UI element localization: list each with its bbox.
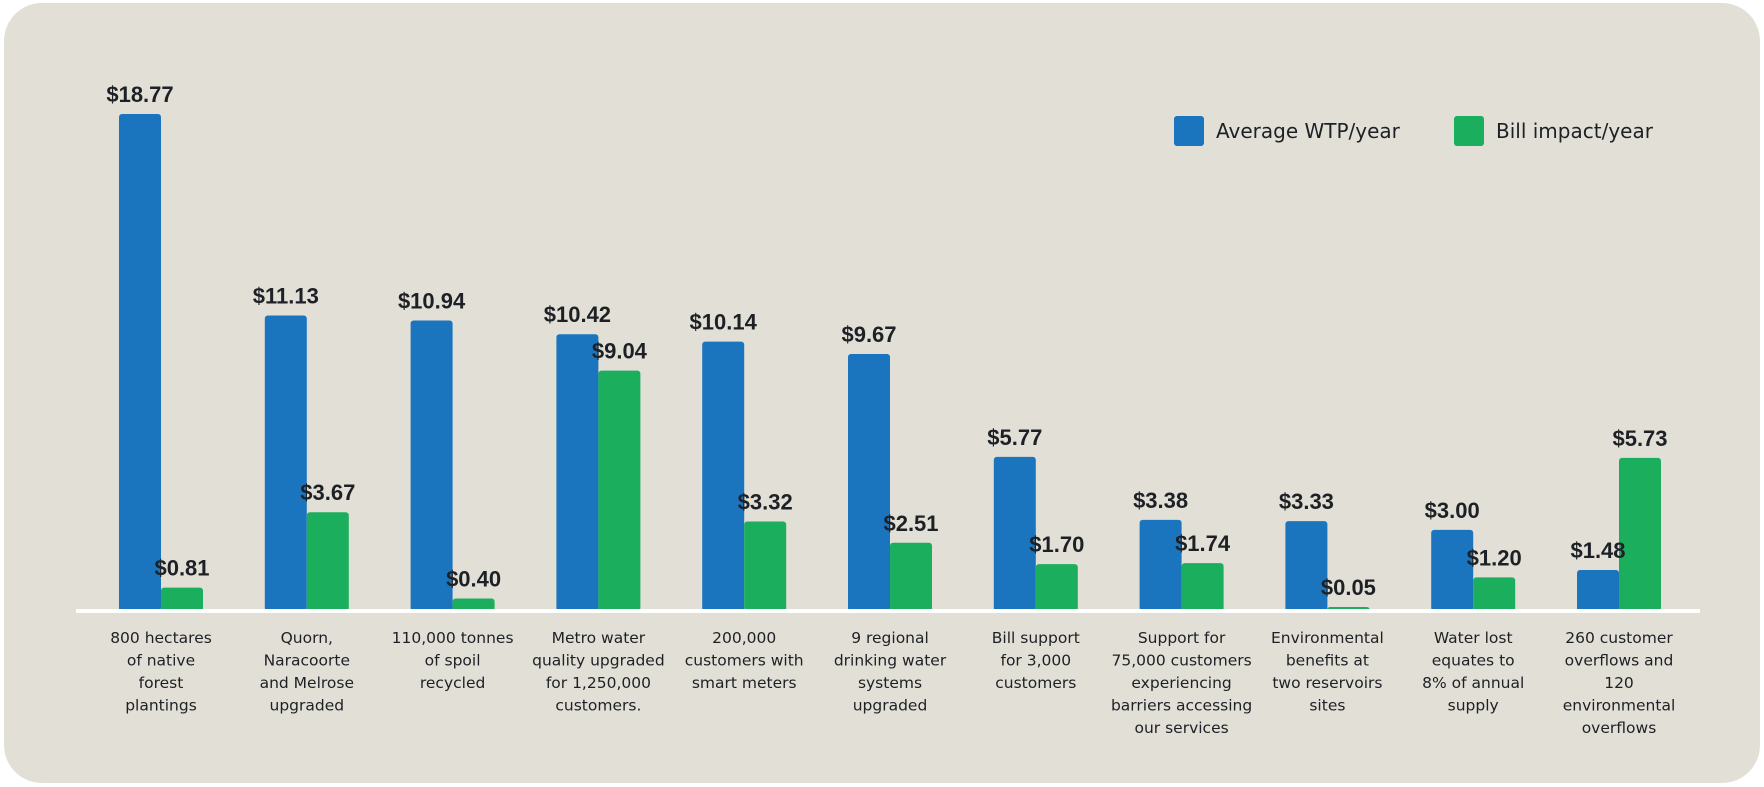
bar-wtp-7 [1139,519,1182,611]
category-labels-group: 800 hectares of native forest plantings Quor… [110,629,1675,737]
value-label-bill-8: $0.05 [1321,575,1376,600]
bar-bill-0 [161,587,203,611]
value-label-wtp-1: $11.13 [253,283,319,308]
bar-bill-2 [452,598,495,611]
category-label-0: 800 hectares of native forest plantings [110,629,212,715]
bar-bill-3 [598,370,641,611]
bar-wtp-2 [410,320,453,611]
bar-bill-4 [744,521,787,611]
value-label-wtp-0: $18.77 [106,82,173,107]
value-label-bill-7: $1.74 [1175,531,1231,556]
bar-wtp-4 [702,341,745,611]
category-label-7: Support for 75,000 customers experiencing b… [1111,629,1252,737]
value-label-bill-6: $1.70 [1029,532,1084,557]
bar-wtp-6 [993,456,1036,611]
category-label-2: 110,000 tonnes of spoil recycled [392,629,514,692]
category-label-3: Metro water quality upgraded for 1,250,000… [532,629,665,715]
legend: Average WTP/year Bill impact/year [1174,116,1654,146]
category-label-1: Quorn, Naracoorte and Melrose upgraded [260,629,354,715]
value-label-bill-0: $0.81 [154,556,209,581]
bar-wtp-3 [556,334,599,611]
value-label-wtp-4: $10.14 [690,310,758,335]
bar-bill-1 [306,512,349,611]
legend-swatch-bill [1454,116,1484,146]
value-label-bill-4: $3.32 [738,489,793,514]
value-label-wtp-2: $10.94 [398,288,466,313]
category-label-10: 260 customer overflows and 120 environmenta… [1563,629,1676,737]
value-label-wtp-5: $9.67 [841,322,896,347]
bar-chart: $18.77 $0.81 $11.13 $3.67 $10.94 $0.40 $10.42 $… [76,82,1700,737]
value-label-wtp-10: $1.48 [1570,538,1625,563]
value-label-bill-2: $0.40 [446,566,501,591]
value-label-bill-9: $1.20 [1467,545,1522,570]
bar-bill-7 [1181,563,1224,611]
value-label-wtp-6: $5.77 [987,425,1042,450]
value-label-wtp-8: $3.33 [1279,489,1334,514]
bar-bill-9 [1473,577,1516,611]
category-label-5: 9 regional drinking water systems upgraded [834,629,947,715]
category-label-4: 200,000 customers with smart meters [685,629,804,692]
category-label-8: Environmental benefits at two reservoirs si… [1271,629,1384,715]
bar-wtp-5 [848,353,890,611]
bar-bill-6 [1035,564,1078,611]
legend-label-bill: Bill impact/year [1496,119,1654,143]
bars-group [119,114,1661,611]
value-label-wtp-9: $3.00 [1425,498,1480,523]
bar-bill-5 [890,542,932,611]
value-label-wtp-7: $3.38 [1133,488,1188,513]
category-label-9: Water lost equates to 8% of annual supply [1422,629,1524,715]
bar-wtp-10 [1577,569,1619,611]
legend-swatch-wtp [1174,116,1204,146]
value-label-bill-1: $3.67 [300,480,355,505]
value-label-wtp-3: $10.42 [544,302,611,327]
value-label-bill-3: $9.04 [592,339,648,364]
bar-wtp-9 [1431,529,1474,611]
bar-wtp-8 [1285,521,1328,611]
category-label-6: Bill support for 3,000 customers [992,629,1080,692]
legend-label-wtp: Average WTP/year [1216,119,1401,143]
value-labels-group: $18.77 $0.81 $11.13 $3.67 $10.94 $0.40 $10.42 $… [106,82,1667,600]
value-label-bill-5: $2.51 [883,511,938,536]
chart-card: $18.77 $0.81 $11.13 $3.67 $10.94 $0.40 $10.42 $… [4,3,1760,783]
bar-wtp-0 [119,114,161,611]
bar-bill-10 [1619,457,1661,611]
value-label-bill-10: $5.73 [1612,426,1667,451]
bar-wtp-1 [264,315,307,611]
